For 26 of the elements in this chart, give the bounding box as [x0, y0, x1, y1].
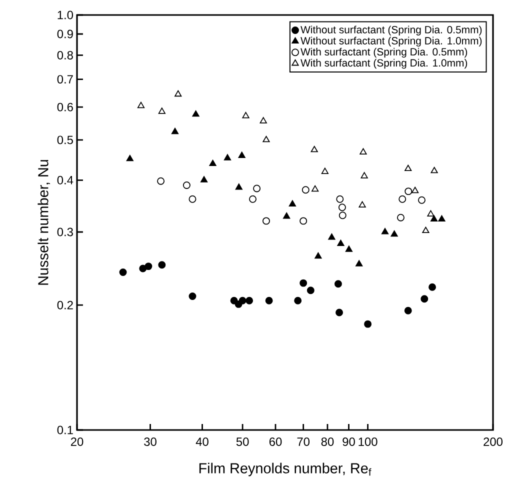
x-tick-label: 80 [321, 438, 334, 446]
legend-label: Without surfactant (Spring Dia. 0.5mm) [300, 26, 482, 36]
y-tick-label: 0.8 [57, 50, 73, 60]
x-tick-label: 60 [269, 438, 282, 446]
x-axis-title: Film Reynolds number, Re$_{f}$ [199, 462, 372, 476]
y-tick-label: 0.6 [57, 102, 73, 112]
y-tick-label: 0.1 [57, 426, 73, 434]
legend-label: With surfactant (Spring Dia. 1.0mm) [300, 58, 468, 69]
x-tick-label: 90 [342, 438, 355, 446]
legend-label: With surfactant (Spring Dia. 0.5mm) [300, 48, 468, 58]
y-tick-label: 0.5 [57, 136, 73, 144]
y-tick-label: 0.9 [57, 30, 73, 38]
x-tick-label: 40 [196, 438, 208, 446]
x-tick-label: 20 [70, 438, 84, 446]
y-axis-title: Nusselt number, Nu [38, 160, 50, 285]
y-tick-label: 0.3 [57, 228, 73, 236]
y-tick-label: 1.0 [58, 10, 74, 20]
y-tick-label: 0.7 [57, 75, 73, 84]
legend-label: Without surfactant (Spring Dia. 1.0mm) [300, 36, 482, 47]
x-tick-label: 200 [484, 438, 503, 446]
x-tick-label: 70 [297, 438, 310, 446]
y-tick-label: 0.4 [57, 176, 74, 184]
y-tick-label: 0.2 [57, 300, 73, 310]
x-tick-label: 50 [236, 438, 249, 446]
x-tick-label: 30 [144, 438, 156, 446]
x-tick-label: 100 [358, 438, 378, 446]
